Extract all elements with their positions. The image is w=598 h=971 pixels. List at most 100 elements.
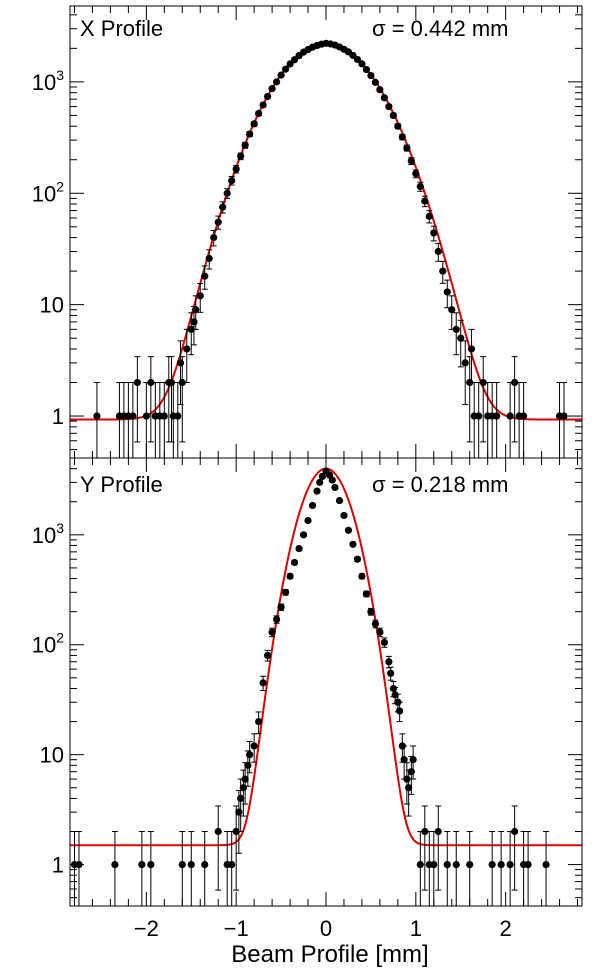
y-data-point (542, 830, 550, 906)
y-point-marker (405, 784, 413, 792)
x-point-marker (183, 345, 191, 353)
x-data-point (493, 382, 501, 458)
x-point-marker (190, 318, 198, 326)
x-data-point (389, 111, 397, 120)
y-data-point (147, 830, 155, 906)
x-data-point (479, 356, 487, 443)
x-point-marker (192, 306, 200, 314)
x-point-marker (268, 85, 276, 93)
y-xticks: −2 −1 0 1 2 (73, 458, 579, 941)
x-data-point (376, 86, 384, 94)
y-point-marker (396, 707, 404, 715)
x-point-marker (277, 71, 285, 79)
x-point-marker (443, 288, 451, 296)
y-data-point (524, 830, 532, 906)
x-point-marker (232, 165, 240, 173)
x-point-marker (398, 133, 406, 141)
x-data-point (246, 130, 254, 138)
x-point-marker (425, 212, 433, 220)
y-data-point (214, 805, 222, 891)
x-point-marker (430, 229, 438, 237)
x-point-marker (506, 412, 514, 420)
y-point-marker (286, 572, 294, 580)
x-point-marker (160, 412, 168, 420)
x-point-marker (255, 109, 263, 118)
y-point-marker (353, 555, 362, 563)
x-point-marker (560, 412, 568, 420)
y-point-marker (201, 860, 209, 869)
y-xtick-label: −2 (134, 916, 159, 941)
y-point-marker (318, 472, 327, 481)
x-data-point (398, 133, 406, 141)
y-point-marker (400, 756, 408, 764)
y-point-marker (391, 691, 399, 699)
y-point-marker (299, 531, 308, 539)
x-data-point (448, 295, 456, 330)
y-point-marker (542, 860, 550, 869)
x-xticks (73, 6, 579, 458)
x-point-marker (520, 412, 528, 420)
y-data-point (331, 483, 339, 492)
x-point-marker (93, 412, 101, 420)
y-point-marker (466, 860, 474, 869)
y-point-marker (349, 540, 357, 548)
y-point-marker (241, 775, 249, 783)
y-point-marker (250, 742, 258, 750)
x-point-marker (272, 78, 281, 86)
x-data-point (421, 195, 429, 208)
x-point-marker (371, 78, 380, 86)
x-data-point (196, 283, 204, 313)
x-data-point (358, 60, 366, 68)
x-data-point (205, 249, 213, 270)
x-point-marker (246, 130, 254, 138)
x-data-point (430, 225, 438, 242)
y-data-point (488, 830, 496, 906)
x-data-point (443, 279, 451, 309)
x-point-marker (452, 325, 460, 333)
y-point-marker (376, 628, 384, 636)
y-point-marker (380, 638, 388, 647)
y-sigma-annotation: σ = 0.218 mm (372, 472, 508, 497)
x-data-point (412, 169, 420, 179)
y-point-marker (434, 827, 442, 836)
x-data-point (461, 340, 469, 406)
y-point-marker (246, 751, 254, 759)
y-point-marker (214, 827, 222, 836)
y-point-marker (237, 794, 245, 803)
y-point-marker (232, 827, 240, 836)
x-data-point (93, 382, 101, 458)
y-point-marker (313, 487, 321, 495)
x-axis-title: Beam Profile [mm] (231, 941, 428, 968)
y-point-marker (281, 588, 290, 596)
y-data-point (111, 830, 119, 906)
y-point-marker (340, 511, 348, 520)
x-data-point (281, 65, 290, 73)
y-point-marker (389, 684, 397, 693)
y-point-marker (443, 860, 451, 869)
y-point-marker (421, 827, 429, 836)
x-point-marker (147, 378, 155, 387)
x-point-marker (201, 272, 209, 280)
y-point-marker (187, 860, 195, 869)
x-ytick-label: 102 (32, 178, 64, 206)
y-data-point (318, 472, 327, 481)
y-data-point (272, 615, 281, 624)
y-ytick-label: 10 (40, 743, 64, 768)
y-data-point (178, 830, 186, 906)
x-data-point (353, 55, 362, 64)
y-point-marker (272, 615, 281, 624)
y-data-point (313, 487, 321, 495)
y-point-marker (367, 608, 375, 616)
y-point-marker (147, 860, 155, 869)
x-data-point (250, 120, 258, 128)
x-point-marker (416, 182, 424, 191)
x-point-marker (434, 247, 442, 256)
y-data-point (268, 627, 276, 638)
x-point-marker (241, 141, 249, 149)
x-point-marker (412, 170, 420, 178)
x-data-point (214, 215, 222, 230)
x-profile-panel: 1 10 102 103 X Profile σ = 0.442 mm (32, 5, 583, 459)
y-data-point (353, 555, 362, 563)
x-data-point (511, 356, 519, 443)
x-point-marker (133, 378, 141, 387)
